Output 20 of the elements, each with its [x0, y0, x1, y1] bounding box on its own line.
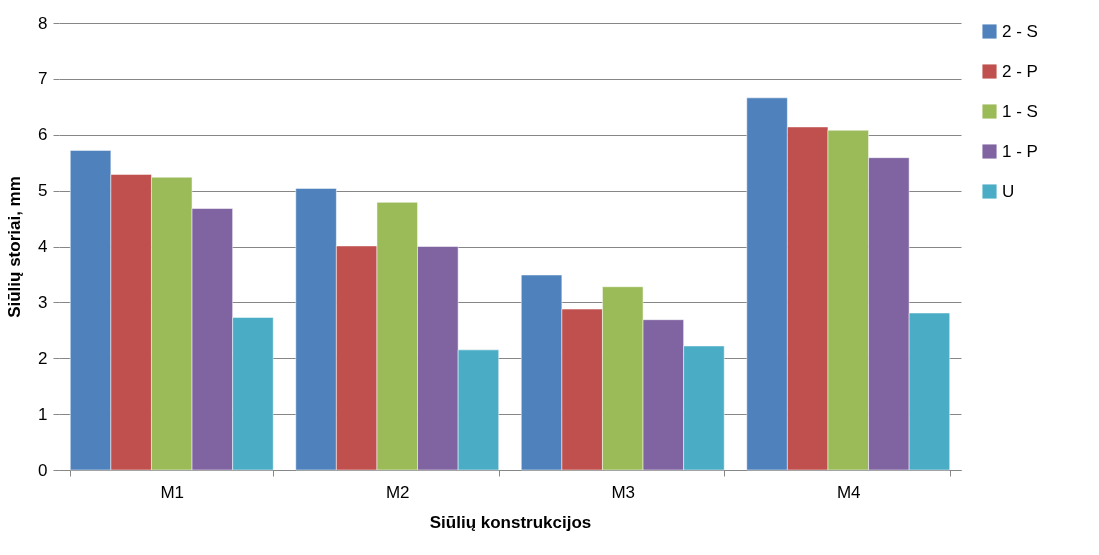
x-tick-label: M3	[611, 482, 636, 502]
legend-label: 2 - P	[1002, 61, 1038, 81]
y-tick-label: 3	[38, 292, 48, 312]
x-tick-label: M1	[160, 482, 185, 502]
y-axis-title: Siūlių storiai, mm	[5, 176, 25, 318]
legend-label: 2 - S	[1002, 21, 1038, 41]
y-tick-label: 2	[38, 348, 48, 368]
x-tick-label: M2	[385, 482, 410, 502]
y-tick-label: 1	[38, 404, 48, 424]
y-tick-label: 6	[38, 125, 48, 145]
x-tick-label: M4	[836, 482, 861, 502]
y-tick-label: 7	[38, 69, 48, 89]
y-tick-label: 4	[38, 237, 48, 256]
legend-label: 1 - S	[1002, 101, 1038, 121]
y-tick-label: 8	[38, 13, 48, 33]
legend-label: U	[1002, 181, 1015, 201]
legend-label: 1 - P	[1002, 141, 1038, 161]
y-tick-label: 0	[38, 460, 48, 480]
x-axis-title: Siūlių konstrukcijos	[429, 512, 592, 532]
y-tick-label: 5	[38, 181, 48, 201]
